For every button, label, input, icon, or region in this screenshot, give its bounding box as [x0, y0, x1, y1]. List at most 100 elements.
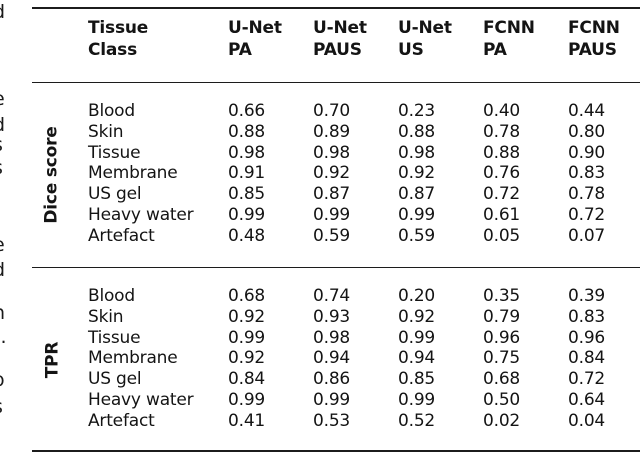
value-cell: 0.92 [398, 163, 436, 184]
tissue-class-cell: Tissue [88, 142, 141, 163]
value-cell: 0.92 [398, 306, 436, 327]
column-header-line1: FCNN [568, 18, 620, 38]
tissue-class-cell: Heavy water [88, 204, 194, 225]
table-row: Artefact 0.48 0.59 0.59 0.05 0.07 [88, 226, 640, 247]
table-row: Blood 0.68 0.74 0.20 0.35 0.39 [88, 286, 640, 307]
table-row: Skin 0.92 0.93 0.92 0.79 0.83 [88, 307, 640, 328]
table-row: Membrane 0.91 0.92 0.92 0.76 0.83 [88, 163, 640, 184]
value-cell: 0.88 [228, 121, 266, 142]
tissue-class-cell: Heavy water [88, 389, 194, 410]
value-cell: 0.53 [313, 410, 351, 431]
cropped-text-fragment: d [0, 261, 5, 280]
value-cell: 0.59 [398, 225, 436, 246]
value-cell: 0.90 [568, 142, 606, 163]
cropped-text-fragment: e [0, 236, 5, 255]
value-cell: 0.79 [483, 306, 521, 327]
tissue-class-cell: Tissue [88, 327, 141, 348]
value-cell: 0.68 [483, 369, 521, 390]
value-cell: 0.99 [398, 204, 436, 225]
value-cell: 0.98 [228, 142, 266, 163]
tissue-class-cell: Membrane [88, 163, 178, 184]
cropped-text-fragment: d [0, 116, 5, 135]
tissue-class-cell: Artefact [88, 225, 155, 246]
column-header: U-Net US [398, 17, 483, 61]
table-row: Tissue 0.99 0.98 0.99 0.96 0.96 [88, 328, 640, 349]
column-header: U-Net PAUS [313, 17, 398, 61]
column-header-line1: Tissue [88, 18, 149, 38]
value-cell: 0.50 [483, 389, 521, 410]
value-cell: 0.92 [313, 163, 351, 184]
value-cell: 0.89 [313, 121, 351, 142]
value-cell: 0.88 [483, 142, 521, 163]
table-row: Membrane 0.92 0.94 0.94 0.75 0.84 [88, 348, 640, 369]
value-cell: 0.72 [483, 184, 521, 205]
table-row: Skin 0.88 0.89 0.88 0.78 0.80 [88, 122, 640, 143]
value-cell: 0.92 [228, 348, 266, 369]
tissue-class-cell: US gel [88, 369, 142, 390]
value-cell: 0.87 [313, 184, 351, 205]
column-header: FCNN PAUS [568, 17, 640, 61]
tissue-class-cell: US gel [88, 184, 142, 205]
column-header-line1: U-Net [228, 18, 282, 38]
value-cell: 0.86 [313, 369, 351, 390]
value-cell: 0.70 [313, 101, 351, 121]
value-cell: 0.39 [568, 286, 606, 306]
value-cell: 0.76 [483, 163, 521, 184]
table-row: Heavy water 0.99 0.99 0.99 0.50 0.64 [88, 390, 640, 411]
value-cell: 0.35 [483, 286, 521, 306]
column-header-line2: Class [88, 40, 138, 60]
column-header: U-Net PA [228, 17, 313, 61]
value-cell: 0.96 [568, 327, 606, 348]
cropped-text-fragment: t. [0, 326, 7, 348]
tissue-class-cell: Artefact [88, 410, 155, 431]
value-cell: 0.85 [228, 184, 266, 205]
table-top-rule [32, 7, 640, 9]
table-header-rule [32, 82, 640, 84]
table-row: Heavy water 0.99 0.99 0.99 0.61 0.72 [88, 205, 640, 226]
value-cell: 0.80 [568, 121, 606, 142]
value-cell: 0.88 [398, 121, 436, 142]
table-mid-rule [32, 267, 640, 269]
value-cell: 0.44 [568, 101, 606, 121]
table-header-row: Tissue Class U-Net PA U-Net PAUS U-Net US FCNN PA… [32, 17, 640, 61]
cropped-left-text-column: dedssledtnt.ost [0, 0, 14, 461]
column-header-line2: PAUS [568, 40, 617, 60]
value-cell: 0.04 [568, 410, 606, 431]
table-row: US gel 0.85 0.87 0.87 0.72 0.78 [88, 184, 640, 205]
column-header-line1: U-Net [313, 18, 367, 38]
value-cell: 0.98 [398, 142, 436, 163]
table-row: Artefact 0.41 0.53 0.52 0.02 0.04 [88, 411, 640, 432]
tissue-class-cell: Skin [88, 121, 124, 142]
value-cell: 0.05 [483, 225, 521, 246]
value-cell: 0.99 [398, 327, 436, 348]
value-cell: 0.78 [483, 121, 521, 142]
tissue-class-cell: Membrane [88, 348, 178, 369]
value-cell: 0.48 [228, 225, 266, 246]
value-cell: 0.99 [398, 389, 436, 410]
table-block-rows-0: Blood 0.66 0.70 0.23 0.40 0.44 Skin 0.88 0.89 0.8… [32, 101, 640, 247]
value-cell: 0.66 [228, 101, 266, 121]
value-cell: 0.85 [398, 369, 436, 390]
value-cell: 0.72 [568, 369, 606, 390]
value-cell: 0.83 [568, 306, 606, 327]
value-cell: 0.41 [228, 410, 266, 431]
value-cell: 0.99 [228, 327, 266, 348]
column-header-line2: PA [228, 40, 252, 60]
tissue-class-cell: Skin [88, 306, 124, 327]
value-cell: 0.02 [483, 410, 521, 431]
value-cell: 0.59 [313, 225, 351, 246]
value-cell: 0.83 [568, 163, 606, 184]
value-cell: 0.98 [313, 142, 351, 163]
value-cell: 0.91 [228, 163, 266, 184]
tissue-class-cell: Blood [88, 286, 135, 306]
cropped-text-fragment: s [0, 398, 3, 417]
cropped-text-fragment: s [0, 159, 3, 178]
value-cell: 0.68 [228, 286, 266, 306]
value-cell: 0.99 [313, 204, 351, 225]
cropped-text-fragment: o [0, 371, 5, 390]
tissue-class-cell: Blood [88, 101, 135, 121]
cropped-text-fragment: d [0, 3, 5, 22]
value-cell: 0.84 [228, 369, 266, 390]
value-cell: 0.98 [313, 327, 351, 348]
